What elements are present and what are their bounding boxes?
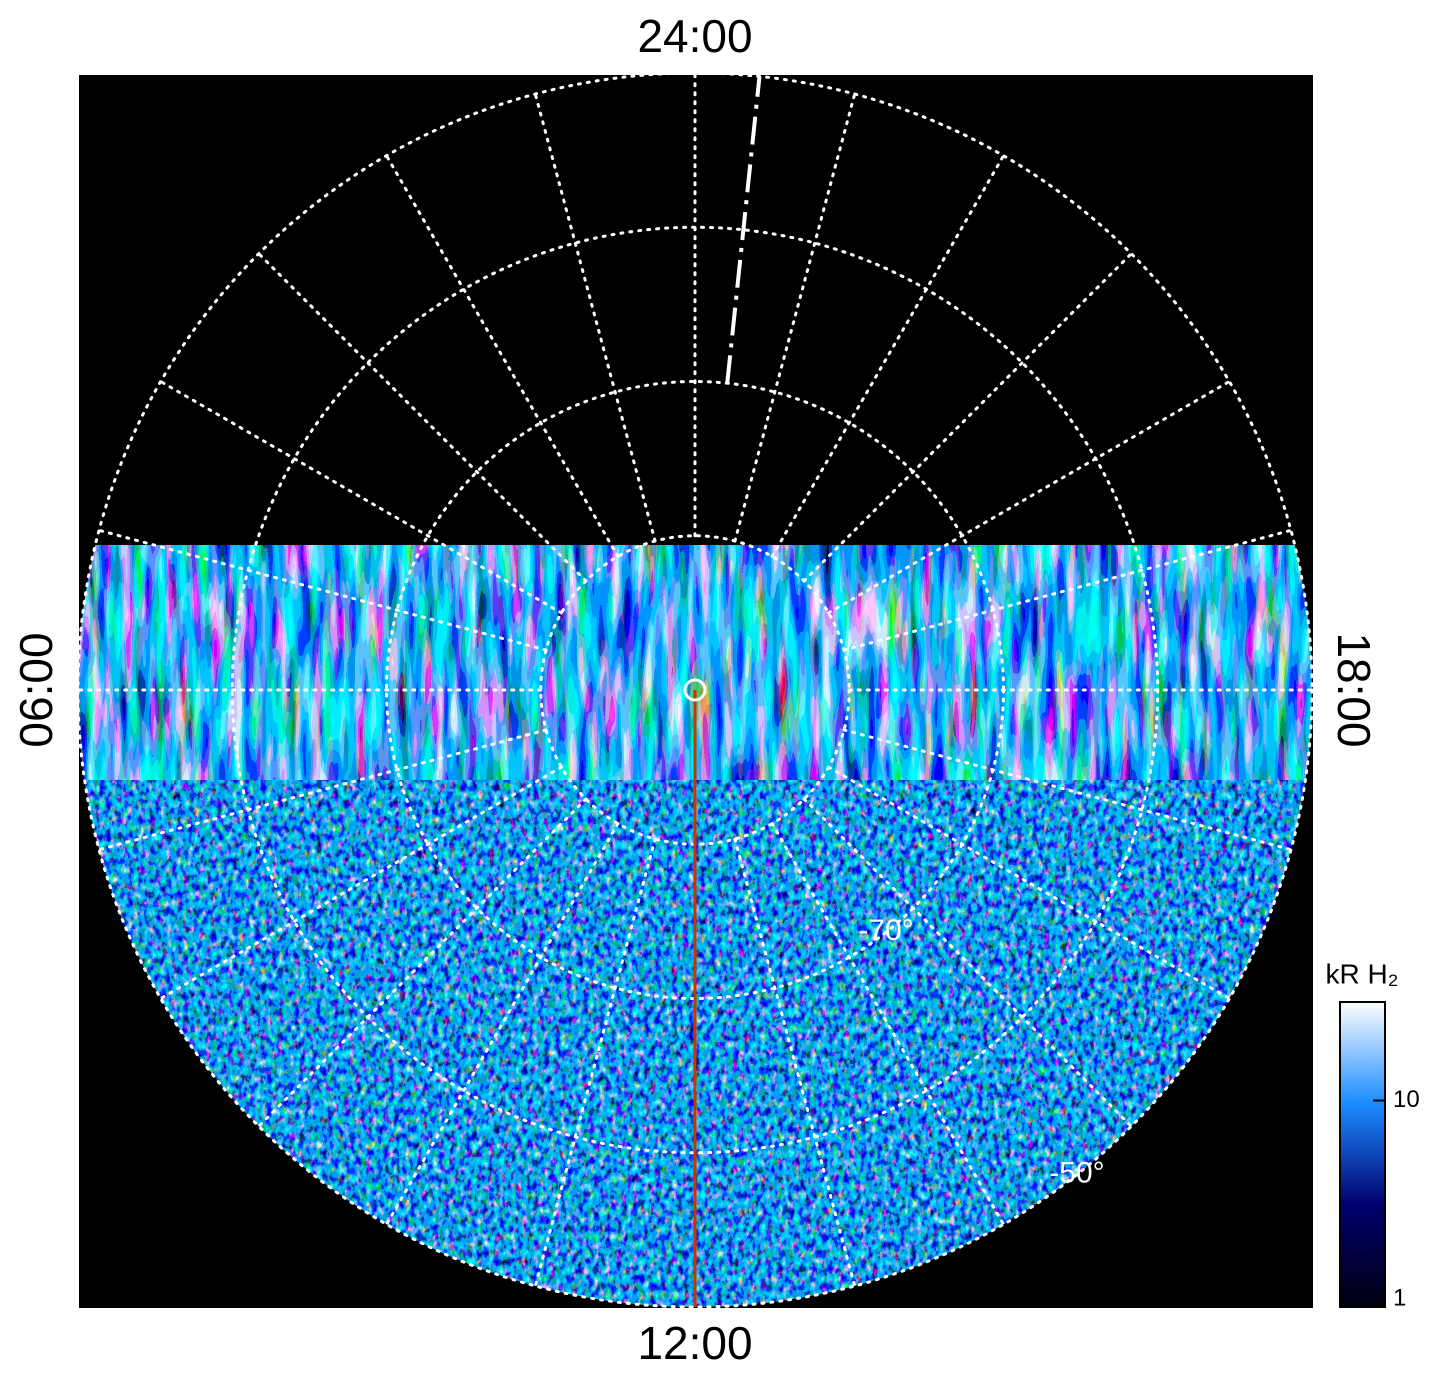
latitude-circle (79, 75, 1313, 1308)
colorbar (1339, 1001, 1386, 1308)
meridian-line (97, 528, 548, 652)
colorbar-tick-label: 10 (1393, 1086, 1420, 1113)
meridian-line (770, 154, 1005, 558)
meridian-line (842, 528, 1293, 652)
hour-label: 18:00 (1328, 632, 1380, 747)
hour-label: 06:00 (10, 632, 62, 747)
meridian-line (533, 92, 657, 543)
meridian-line (827, 765, 1231, 1000)
colorbar-tick-label: 1 (1393, 1284, 1406, 1311)
meridian-line (733, 92, 857, 543)
meridian-line (842, 728, 1293, 852)
latitude-label: -70° (858, 914, 913, 947)
meridian-line (533, 837, 657, 1288)
meridian-line (159, 765, 563, 1000)
latitude-label: -50° (1049, 1156, 1104, 1189)
meridian-line (733, 837, 857, 1288)
meridian-line (827, 380, 1231, 615)
meridian-line (802, 252, 1133, 583)
meridian-line (257, 252, 588, 583)
grid (79, 75, 1313, 1308)
meridian-line (385, 822, 620, 1226)
pole-marker (683, 678, 707, 702)
meridian-line (770, 822, 1005, 1226)
meridian-line (257, 797, 588, 1128)
meridian-line (159, 380, 563, 615)
dashed-meridian (725, 76, 762, 384)
hour-label: 24:00 (637, 10, 752, 62)
meridian-line (802, 797, 1133, 1128)
colorbar-label: kR H₂ (1325, 958, 1398, 989)
meridian-line (385, 154, 620, 558)
hour-label: 12:00 (637, 1317, 752, 1369)
meridian-line (97, 728, 548, 852)
